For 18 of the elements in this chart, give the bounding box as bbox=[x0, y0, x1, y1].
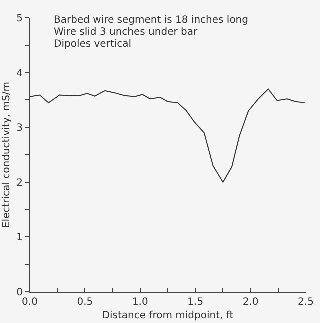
y-tick-label: 0 bbox=[16, 288, 23, 298]
text: 0.0 bbox=[22, 297, 38, 308]
y-tick-label: 2 bbox=[16, 178, 23, 189]
y-tick-label: 1 bbox=[16, 232, 23, 244]
x-tick-label: 0.5 bbox=[77, 297, 94, 308]
y-tick-label: 5 bbox=[16, 14, 23, 24]
y-tick-label: 3 bbox=[16, 123, 23, 134]
x-tick-label: 2.5 bbox=[298, 297, 314, 308]
x-tick-label: 1.5 bbox=[188, 297, 204, 308]
annotation: Wire slid 3 unches under bar bbox=[54, 27, 198, 38]
annotation: Dipoles vertical bbox=[54, 39, 132, 50]
x-axis-title: Distance from midpoint, ft bbox=[102, 310, 234, 322]
annotation: Barbed wire segment is 18 inches long bbox=[54, 15, 248, 26]
x-tick-label: 2.0 bbox=[242, 297, 259, 308]
x-tick-label: 1.0 bbox=[132, 297, 148, 308]
line-series bbox=[30, 88, 306, 183]
y-tick-label: 4 bbox=[16, 68, 23, 80]
y-axis-title: Electrical conductivity, mS/m bbox=[2, 82, 13, 228]
